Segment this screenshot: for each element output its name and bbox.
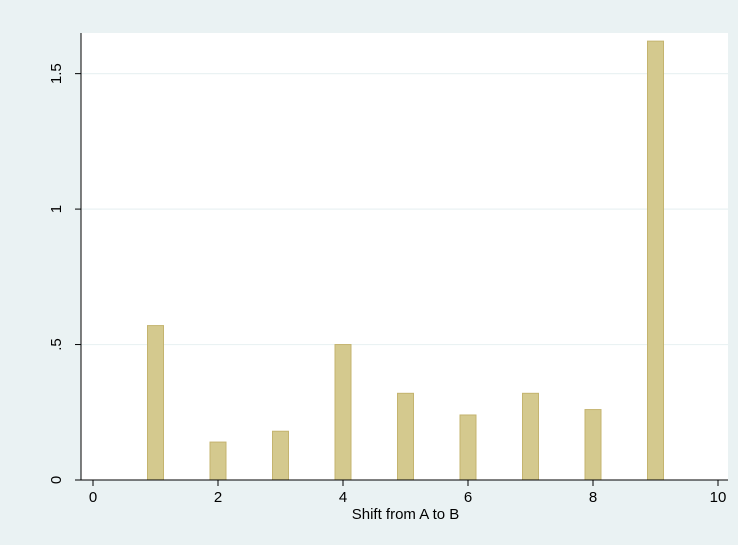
x-tick-label-4: 4: [339, 489, 347, 506]
x-axis-title: Shift from A to B: [352, 506, 460, 523]
bar-x1: [147, 325, 164, 481]
y-tick-label-1: .5: [48, 338, 65, 351]
axes: [80, 33, 728, 481]
gridlines: [81, 73, 728, 346]
bar-x4: [334, 344, 352, 481]
x-tick-label-0: 0: [89, 489, 97, 506]
x-tick-label-2: 2: [214, 489, 222, 506]
ticks: 0 2 4 6 8 10 0 .5 1 1.5: [48, 63, 726, 506]
x-tick-label-10: 10: [710, 489, 727, 506]
bar-x9: [647, 40, 664, 481]
bar-x3: [272, 430, 289, 481]
bar-x7: [522, 392, 539, 481]
bar-x8: [584, 409, 602, 481]
x-tick-label-6: 6: [464, 489, 472, 506]
y-tick-label-2: 1: [48, 205, 65, 213]
bar-x2: [209, 441, 227, 481]
bars: [147, 40, 664, 481]
x-tick-label-8: 8: [589, 489, 597, 506]
bar-x5: [397, 392, 414, 481]
y-tick-label-0: 0: [48, 476, 65, 484]
bar-x6: [459, 414, 477, 481]
y-tick-label-3: 1.5: [48, 63, 65, 84]
